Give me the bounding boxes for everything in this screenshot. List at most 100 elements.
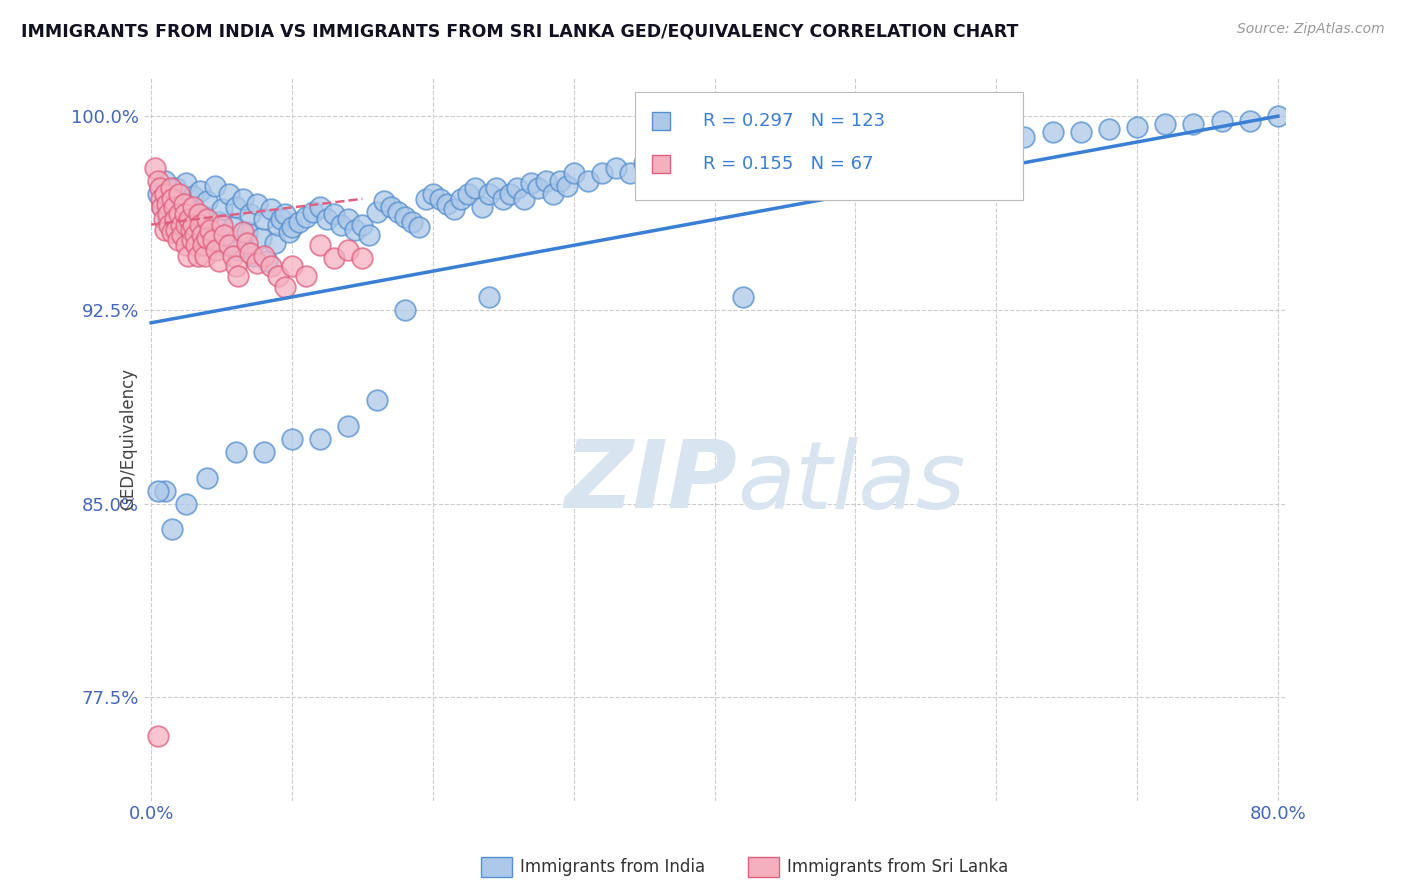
Point: [478, 186, 501, 201]
Point: [211, 218, 233, 232]
Point: [1126, 120, 1149, 134]
Point: [183, 218, 205, 232]
Point: [148, 174, 170, 188]
Point: [986, 125, 1008, 139]
Point: [309, 432, 332, 446]
Point: [160, 181, 183, 195]
Point: [815, 135, 838, 149]
Point: [661, 155, 683, 169]
Point: [520, 177, 543, 191]
Point: [208, 253, 231, 268]
Point: [197, 212, 219, 227]
Point: [222, 249, 245, 263]
Point: [176, 238, 198, 252]
Text: Source: ZipAtlas.com: Source: ZipAtlas.com: [1237, 22, 1385, 37]
Point: [239, 246, 262, 260]
Point: [478, 290, 501, 304]
Point: [162, 192, 184, 206]
Point: [162, 523, 184, 537]
Point: [166, 223, 188, 237]
Text: IMMIGRANTS FROM INDIA VS IMMIGRANTS FROM SRI LANKA GED/EQUIVALENCY CORRELATION C: IMMIGRANTS FROM INDIA VS IMMIGRANTS FROM…: [21, 22, 1018, 40]
Point: [177, 249, 200, 263]
Point: [323, 252, 346, 266]
Point: [162, 226, 184, 240]
Point: [499, 186, 522, 201]
Point: [309, 200, 332, 214]
Point: [1239, 114, 1261, 128]
Point: [506, 181, 529, 195]
Point: [186, 238, 208, 252]
Point: [197, 194, 219, 209]
Point: [1211, 114, 1233, 128]
Point: [337, 244, 360, 258]
Point: [202, 233, 225, 247]
Point: [270, 212, 292, 227]
Point: [183, 200, 205, 214]
Point: [394, 210, 416, 224]
Point: [260, 259, 283, 273]
Point: [197, 230, 219, 244]
Point: [148, 729, 170, 743]
Point: [485, 181, 508, 195]
Point: [174, 207, 197, 221]
Point: [267, 218, 290, 232]
Point: [183, 189, 205, 203]
Point: [222, 220, 245, 235]
Point: [225, 259, 247, 273]
Point: [534, 174, 557, 188]
Point: [1070, 125, 1092, 139]
Point: [464, 181, 486, 195]
Point: [267, 269, 290, 284]
Point: [366, 393, 388, 408]
Point: [152, 200, 174, 214]
Text: Immigrants from India: Immigrants from India: [520, 858, 706, 876]
Point: [387, 204, 409, 219]
Point: [647, 161, 669, 175]
Point: [152, 200, 174, 214]
Point: [190, 184, 212, 198]
Point: [214, 238, 236, 252]
Point: [576, 174, 599, 188]
Point: [373, 194, 395, 209]
Point: [1098, 122, 1121, 136]
Point: [274, 207, 297, 221]
Point: [366, 204, 388, 219]
Point: [281, 220, 304, 235]
Y-axis label: GED/Equivalency: GED/Equivalency: [120, 368, 138, 510]
Point: [148, 186, 170, 201]
Point: [253, 249, 276, 263]
Point: [145, 161, 167, 175]
Point: [1042, 125, 1064, 139]
Point: [179, 212, 201, 227]
Point: [316, 212, 339, 227]
Point: [169, 186, 191, 201]
Point: [211, 202, 233, 216]
Point: [260, 202, 283, 216]
Point: [703, 148, 725, 162]
Point: [170, 218, 193, 232]
Point: [165, 212, 187, 227]
Point: [759, 140, 782, 154]
Point: [163, 200, 186, 214]
Point: [155, 174, 177, 188]
Point: [157, 207, 180, 221]
Point: [200, 223, 222, 237]
Point: [337, 212, 360, 227]
Point: [415, 192, 437, 206]
Point: [401, 215, 423, 229]
Point: [337, 419, 360, 434]
Point: [180, 223, 202, 237]
Point: [232, 192, 254, 206]
Point: [1154, 117, 1177, 131]
Point: [173, 197, 195, 211]
Point: [184, 227, 207, 242]
Point: [281, 259, 304, 273]
Point: [359, 227, 381, 242]
Point: [278, 226, 301, 240]
Point: [176, 497, 198, 511]
Point: [155, 186, 177, 201]
Point: [675, 148, 697, 162]
Point: [344, 223, 367, 237]
Point: [457, 186, 479, 201]
Point: [352, 252, 374, 266]
